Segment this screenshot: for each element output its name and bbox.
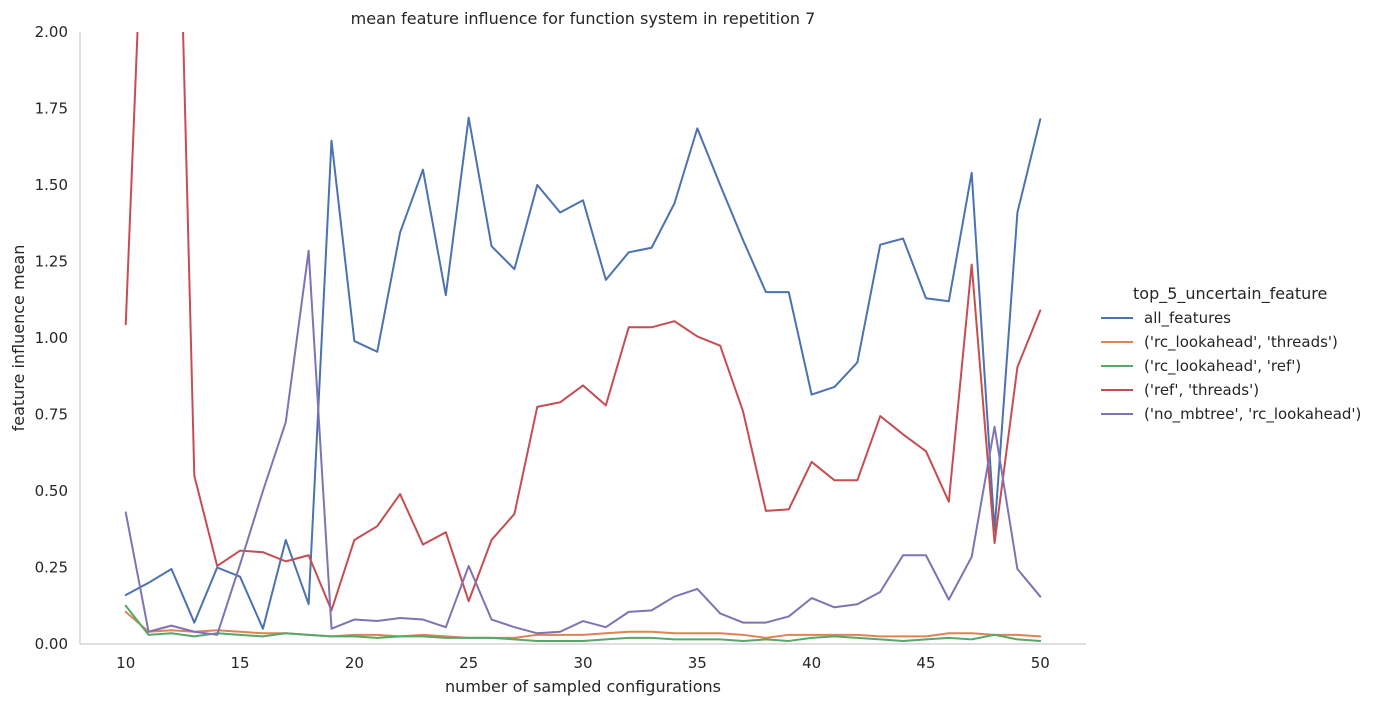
x-tick-label: 50 — [1031, 654, 1050, 672]
legend-label: ('no_mbtree', 'rc_lookahead') — [1144, 405, 1361, 424]
y-tick-label: 2.00 — [35, 23, 68, 41]
legend: top_5_uncertain_feature all_features ('rc… — [1101, 284, 1361, 424]
series-line-5 — [124, 249, 1042, 636]
x-tick-label: 40 — [802, 654, 821, 672]
x-axis-ticks: 10 15 20 25 30 35 40 45 50 — [116, 654, 1050, 672]
chart-title: mean feature influence for function syst… — [351, 9, 816, 28]
legend-label: all_features — [1144, 309, 1231, 328]
x-tick-label: 35 — [688, 654, 707, 672]
series-lines — [124, 32, 1042, 642]
legend-label: ('rc_lookahead', 'threads') — [1144, 333, 1338, 352]
series-line-2 — [124, 610, 1042, 639]
y-tick-label: 0.00 — [35, 635, 68, 653]
x-tick-label: 15 — [230, 654, 249, 672]
y-tick-label: 1.75 — [35, 100, 68, 118]
x-axis-label: number of sampled configurations — [445, 677, 721, 696]
x-tick-label: 25 — [459, 654, 478, 672]
legend-label: ('ref', 'threads') — [1144, 381, 1259, 399]
series-line-4 — [124, 32, 1042, 612]
y-tick-label: 1.50 — [35, 176, 68, 194]
y-tick-label: 1.25 — [35, 253, 68, 271]
y-axis-ticks: 0.00 0.25 0.50 0.75 1.00 1.25 1.50 1.75 2.00 — [35, 23, 68, 653]
x-tick-label: 10 — [116, 654, 135, 672]
legend-label: ('rc_lookahead', 'ref') — [1144, 357, 1301, 376]
y-tick-label: 0.75 — [35, 406, 68, 424]
series-line-1 — [124, 116, 1042, 630]
y-tick-label: 1.00 — [35, 329, 68, 347]
legend-items: all_features ('rc_lookahead', 'threads') (… — [1101, 309, 1361, 424]
legend-title: top_5_uncertain_feature — [1133, 284, 1327, 304]
x-tick-label: 45 — [916, 654, 935, 672]
x-tick-label: 20 — [345, 654, 364, 672]
x-tick-label: 30 — [573, 654, 592, 672]
y-tick-label: 0.25 — [35, 559, 68, 577]
y-axis-label: feature influence mean — [9, 245, 28, 432]
series-line-3 — [124, 604, 1042, 642]
y-tick-label: 0.50 — [35, 482, 68, 500]
